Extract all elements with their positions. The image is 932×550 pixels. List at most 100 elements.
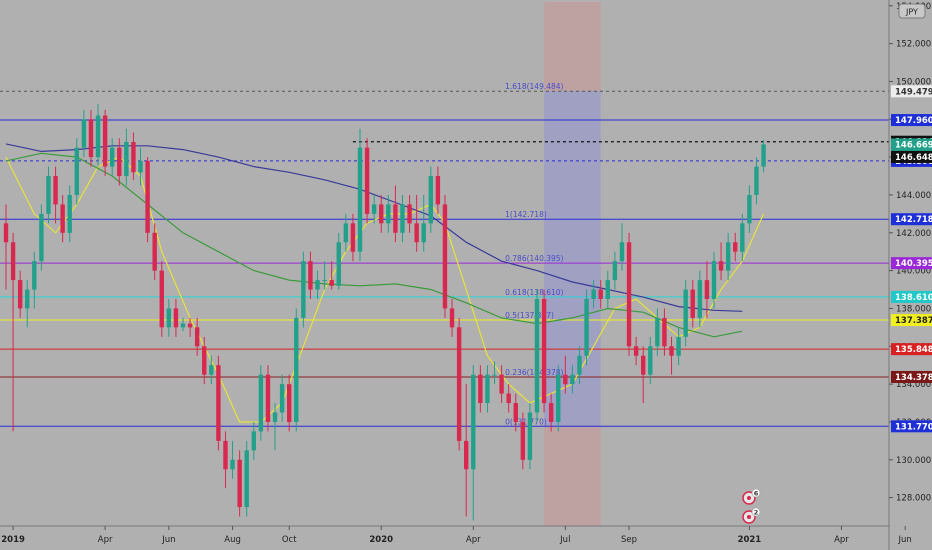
candle-body-28[interactable] — [202, 346, 207, 375]
candle-body-60[interactable] — [428, 176, 433, 224]
candle-body-12[interactable] — [88, 119, 94, 158]
candle-36[interactable] — [258, 365, 264, 441]
candle-87[interactable] — [619, 223, 625, 271]
candle-body-87[interactable] — [619, 242, 625, 262]
candle-body-106[interactable] — [754, 166, 759, 195]
candle-body-66[interactable] — [471, 374, 476, 470]
candle-23[interactable] — [166, 298, 172, 337]
candle-body-64[interactable] — [456, 327, 462, 441]
candle-76[interactable] — [541, 289, 547, 413]
candle-40[interactable] — [287, 374, 292, 432]
candle-59[interactable] — [421, 194, 426, 252]
candle-6[interactable] — [46, 166, 51, 224]
candle-body-10[interactable] — [74, 147, 79, 195]
candle-body-0[interactable] — [3, 223, 9, 243]
candle-46[interactable] — [329, 261, 334, 290]
candle-body-67[interactable] — [478, 374, 483, 404]
candle-54[interactable] — [386, 194, 391, 233]
candle-body-24[interactable] — [173, 308, 179, 328]
candle-body-40[interactable] — [287, 384, 292, 422]
candle-84[interactable] — [598, 280, 603, 309]
candle-11[interactable] — [81, 109, 87, 158]
candle-107[interactable] — [761, 140, 766, 173]
candle-body-20[interactable] — [145, 160, 150, 233]
candle-body-29[interactable] — [209, 365, 214, 375]
candle-96[interactable] — [683, 280, 688, 347]
candle-62[interactable] — [442, 194, 448, 318]
candle-body-18[interactable] — [131, 141, 136, 173]
candle-body-31[interactable] — [223, 440, 228, 470]
candle-body-62[interactable] — [442, 204, 448, 309]
candle-body-79[interactable] — [563, 374, 568, 385]
candle-body-25[interactable] — [180, 323, 186, 328]
candle-body-105[interactable] — [747, 194, 752, 224]
candle-body-2[interactable] — [17, 280, 23, 309]
candle-body-16[interactable] — [117, 147, 122, 177]
candle-body-49[interactable] — [350, 223, 356, 252]
candle-69[interactable] — [492, 361, 497, 385]
candle-67[interactable] — [478, 365, 483, 413]
candle-32[interactable] — [230, 440, 235, 479]
candle-18[interactable] — [131, 132, 136, 180]
candle-99[interactable] — [704, 261, 710, 318]
candle-72[interactable] — [513, 393, 518, 432]
candle-52[interactable] — [371, 194, 377, 224]
candle-body-84[interactable] — [598, 289, 603, 299]
candle-9[interactable] — [67, 185, 72, 243]
candle-body-70[interactable] — [499, 374, 504, 394]
candle-body-91[interactable] — [648, 346, 653, 375]
candle-body-33[interactable] — [237, 459, 242, 508]
candle-78[interactable] — [556, 365, 561, 432]
candle-21[interactable] — [152, 223, 157, 281]
candle-body-41[interactable] — [294, 317, 299, 422]
candle-97[interactable] — [690, 280, 695, 328]
candle-29[interactable] — [209, 355, 214, 385]
candle-body-13[interactable] — [95, 115, 101, 158]
candle-77[interactable] — [548, 393, 554, 432]
candle-44[interactable] — [315, 270, 320, 299]
candle-body-81[interactable] — [577, 355, 582, 375]
candle-body-1[interactable] — [10, 242, 16, 281]
candle-body-85[interactable] — [605, 280, 610, 299]
candle-86[interactable] — [612, 251, 618, 290]
candle-body-53[interactable] — [379, 204, 384, 224]
candle-body-21[interactable] — [152, 232, 157, 271]
candle-body-5[interactable] — [39, 213, 44, 262]
candle-31[interactable] — [223, 431, 228, 489]
candle-body-102[interactable] — [725, 242, 731, 271]
candle-body-77[interactable] — [548, 403, 554, 422]
candle-66[interactable] — [471, 365, 476, 521]
candle-body-48[interactable] — [343, 223, 349, 243]
candle-20[interactable] — [145, 157, 150, 243]
candle-body-89[interactable] — [633, 346, 639, 356]
candle-body-26[interactable] — [187, 323, 193, 328]
candle-45[interactable] — [322, 261, 327, 290]
candle-48[interactable] — [343, 213, 349, 252]
candle-body-6[interactable] — [46, 176, 51, 214]
candle-53[interactable] — [379, 194, 384, 233]
candle-body-39[interactable] — [279, 384, 285, 413]
event-marker-1[interactable]: 2 — [742, 507, 761, 524]
candle-body-3[interactable] — [25, 289, 30, 309]
candle-80[interactable] — [570, 365, 575, 394]
candle-body-37[interactable] — [265, 374, 271, 422]
candle-38[interactable] — [272, 403, 278, 451]
candle-42[interactable] — [301, 251, 306, 328]
candle-27[interactable] — [194, 317, 200, 356]
candle-body-92[interactable] — [655, 317, 660, 347]
candle-34[interactable] — [244, 440, 249, 517]
candle-94[interactable] — [669, 336, 674, 375]
candle-body-43[interactable] — [308, 261, 313, 290]
candle-body-51[interactable] — [364, 147, 370, 214]
candle-64[interactable] — [456, 317, 462, 451]
candle-104[interactable] — [740, 213, 745, 262]
candle-79[interactable] — [563, 355, 568, 394]
candle-74[interactable] — [527, 403, 533, 470]
candle-body-65[interactable] — [464, 440, 469, 470]
candle-body-94[interactable] — [669, 346, 674, 356]
candle-body-61[interactable] — [435, 176, 441, 205]
candle-24[interactable] — [173, 298, 179, 337]
candle-body-58[interactable] — [414, 223, 419, 243]
candle-12[interactable] — [88, 109, 94, 167]
candle-73[interactable] — [520, 412, 526, 470]
